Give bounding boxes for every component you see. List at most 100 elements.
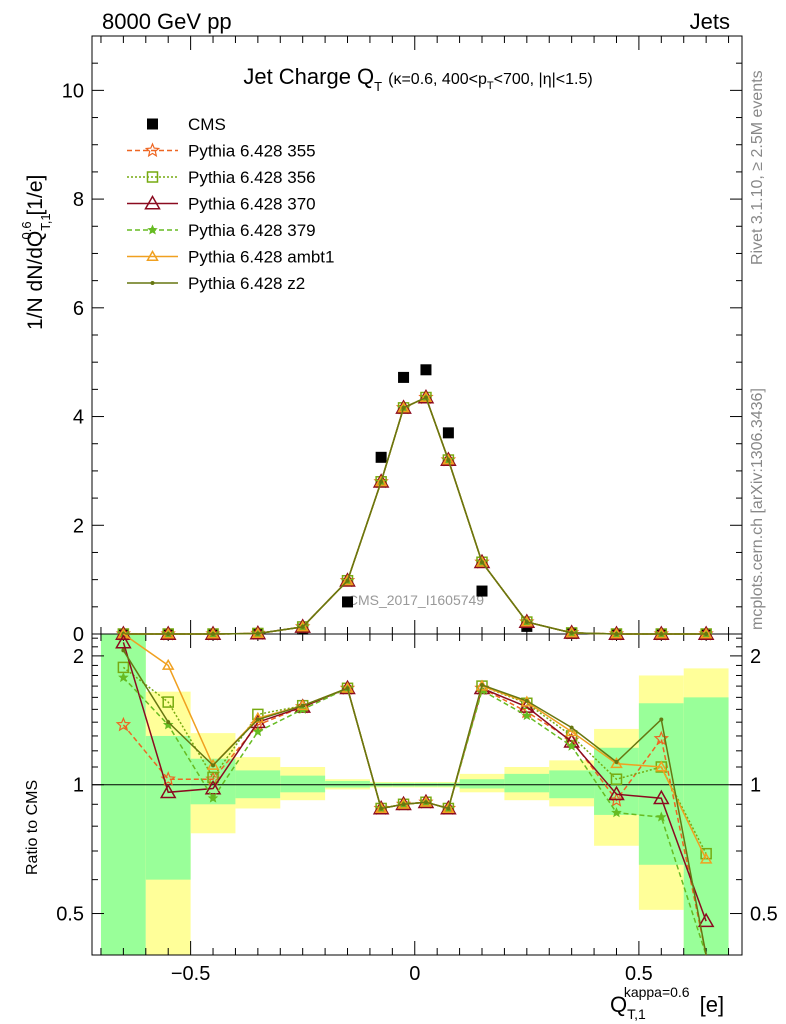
data-point	[121, 648, 126, 653]
data-point	[659, 632, 664, 636]
mcplots-label: mcplots.cern.ch [arXiv:1306.3436]	[749, 388, 766, 630]
data-point	[252, 726, 264, 737]
data-point	[398, 371, 410, 383]
data-point	[159, 783, 177, 799]
analysis-watermark: CMS_2017_I1605749	[348, 592, 484, 608]
data-point	[115, 716, 132, 732]
data-point	[423, 395, 428, 400]
data-point	[446, 806, 451, 811]
data-point	[419, 795, 433, 807]
data-point	[614, 632, 619, 636]
process-label: Jets	[690, 9, 730, 34]
data-point	[608, 792, 625, 807]
xlabel: QT,1 kappa=0.6 [e]	[610, 984, 724, 1022]
xtick-label: 0	[409, 963, 420, 985]
data-point	[375, 451, 387, 463]
data-point	[150, 281, 155, 285]
xtick-label: 0.5	[625, 963, 653, 985]
data-point	[300, 624, 305, 629]
data-point	[480, 683, 484, 688]
data-point	[608, 785, 625, 801]
data-point	[146, 249, 159, 261]
legend-label: Pythia 6.428 356	[188, 168, 316, 187]
data-point	[211, 632, 216, 636]
legend-label: Pythia 6.428 z2	[188, 274, 305, 293]
rivet-label: Rivet 3.1.10, ≥ 2.5M events	[749, 70, 766, 265]
ylabel-sup: 0.6	[19, 221, 34, 239]
legend-label: Pythia 6.428 370	[188, 195, 316, 214]
data-point	[144, 194, 161, 210]
title-sub: T	[374, 79, 382, 94]
legend-entry-z2: Pythia 6.428 z2	[127, 274, 305, 293]
data-point	[423, 800, 428, 805]
data-point	[442, 427, 454, 439]
data-point	[420, 364, 432, 376]
band-inner-bin	[504, 773, 550, 793]
data-point	[475, 555, 489, 567]
data-point	[656, 811, 667, 822]
legend-entry-p356: Pythia 6.428 356	[127, 168, 316, 187]
series-layer	[115, 364, 715, 956]
band-inner-bin	[145, 735, 191, 880]
data-point	[476, 585, 488, 597]
data-point	[300, 703, 305, 708]
legend-entry-p379: Pythia 6.428 379	[127, 221, 316, 240]
uncertainty-bands	[100, 634, 729, 955]
series-z2	[121, 395, 709, 636]
data-point	[524, 620, 529, 625]
band-inner-bin	[683, 697, 729, 955]
ratio-ytick-label: 1	[73, 775, 84, 797]
data-point	[255, 717, 260, 722]
main-ytick-label: 10	[62, 80, 84, 102]
data-point	[401, 802, 406, 807]
band-inner-bin	[459, 779, 505, 789]
legend-entry-ambt1: Pythia 6.428 ambt1	[127, 248, 334, 267]
main-ytick-label: 6	[73, 298, 84, 320]
band-inner-bin	[100, 634, 146, 955]
title-cond-tail: <700, |η|<1.5)	[494, 71, 593, 88]
data-point	[520, 615, 534, 627]
data-point	[251, 711, 265, 723]
legend-label: Pythia 6.428 355	[188, 142, 316, 161]
main-ytick-label: 4	[73, 407, 84, 429]
ratio-ytick-label: 2	[73, 646, 84, 668]
data-point	[341, 574, 354, 586]
ratio-ytick-label-right: 2	[750, 646, 761, 668]
data-point	[374, 475, 388, 487]
ratio-series-line	[122, 650, 707, 956]
data-point	[162, 696, 174, 708]
data-point	[341, 681, 354, 693]
data-point	[655, 760, 668, 772]
ratio-series-z2	[121, 648, 707, 956]
data-point	[379, 479, 384, 484]
data-point	[442, 453, 455, 465]
xlabel-sub: T,1	[627, 1006, 646, 1022]
data-point	[653, 730, 670, 746]
data-point	[166, 632, 171, 636]
data-point	[524, 698, 529, 703]
ratio-ytick-label-right: 1	[750, 775, 761, 797]
data-point	[419, 391, 433, 403]
data-point	[206, 758, 220, 770]
title-cond-sub: T	[487, 80, 494, 92]
data-point	[255, 631, 260, 636]
title-cond: (κ=0.6, 400<p	[388, 71, 487, 88]
ylabel-sub: T,1	[38, 213, 53, 230]
series-line	[123, 396, 707, 635]
data-point	[401, 405, 406, 410]
legend-entry-cms: CMS	[147, 115, 226, 134]
legend-label: Pythia 6.428 ambt1	[188, 248, 334, 267]
band-inner-bin	[280, 775, 326, 793]
chart-title: Jet Charge QT (κ=0.6, 400<pT<700, |η|<1.5…	[243, 64, 592, 94]
title-text: Jet Charge Q	[243, 64, 374, 89]
ratio-ylabel: Ratio to CMS	[24, 780, 41, 875]
data-point	[166, 720, 171, 725]
ratio-ytick-label-right: 0.5	[750, 904, 778, 926]
xtick-label: −0.5	[171, 963, 210, 985]
data-point	[659, 717, 664, 722]
ylabel-text: 1/N dN/dQ	[24, 231, 47, 330]
data-point	[207, 792, 219, 803]
legend-entry-p370: Pythia 6.428 370	[127, 195, 316, 214]
legend-label: CMS	[188, 115, 226, 134]
